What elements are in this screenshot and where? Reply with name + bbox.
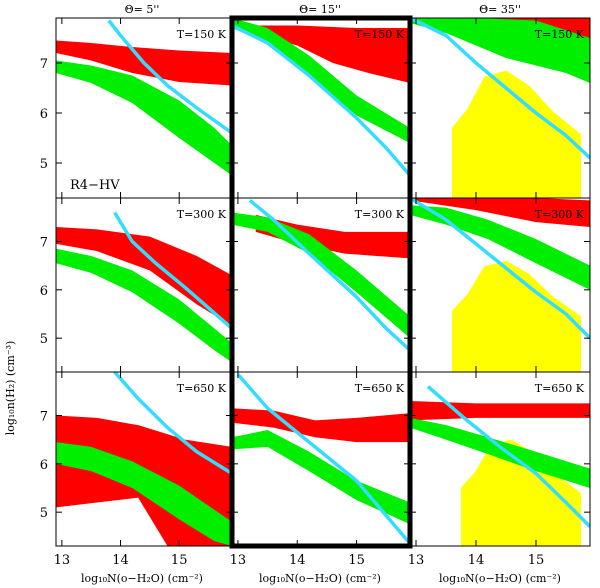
panel-3: T=150 K — [409, 17, 591, 199]
x-tick-label: 14 — [289, 553, 306, 568]
cyan-curve — [232, 23, 410, 177]
cyan-curve — [410, 18, 590, 160]
y-axis-label: log₁₀n(H₂) (cm⁻³) — [4, 341, 17, 436]
red-band — [410, 401, 590, 421]
red-band — [56, 227, 232, 327]
temperature-label: T=150 K — [535, 28, 585, 41]
panel-2: T=150 K — [231, 17, 411, 199]
y-tick-label: 5 — [40, 506, 48, 521]
cyan-curve — [107, 19, 232, 135]
x-tick-label: 14 — [112, 553, 129, 568]
y-tick-label: 7 — [40, 57, 48, 72]
cyan-curve — [236, 373, 410, 545]
panel-4: T=300 K 5 6 7 — [40, 197, 233, 373]
panel-9: T=650 K 13 14 15 — [408, 371, 591, 568]
green-band — [56, 248, 232, 363]
red-band — [249, 25, 410, 83]
temperature-label: T=650 K — [177, 382, 227, 395]
y-tick-label: 6 — [40, 107, 48, 122]
green-band — [56, 442, 232, 546]
column-title-1: Θ= 5'' — [125, 3, 160, 16]
temperature-label: T=650 K — [355, 382, 405, 395]
x-tick-label: 13 — [408, 553, 425, 568]
x-axis-label-1: log₁₀N(o−H₂O) (cm⁻²) — [81, 572, 203, 585]
x-tick-label: 14 — [468, 553, 485, 568]
red-band — [255, 214, 410, 259]
temperature-label: T=150 K — [177, 28, 227, 41]
green-band — [410, 18, 590, 83]
column-title-3: Θ= 35'' — [479, 3, 521, 16]
green-band — [56, 60, 232, 176]
x-tick-label: 13 — [230, 553, 247, 568]
green-band — [232, 212, 410, 339]
green-band — [410, 417, 590, 488]
y-tick-label: 5 — [40, 332, 48, 347]
source-label: R4−HV — [70, 178, 120, 193]
column-title-2: Θ= 15'' — [299, 3, 341, 16]
yellow-region — [461, 439, 581, 546]
yellow-region — [452, 260, 581, 372]
highlight-frame — [229, 15, 413, 549]
x-tick-label: 15 — [348, 553, 365, 568]
cyan-curve — [248, 199, 410, 352]
cyan-curve — [426, 385, 590, 528]
red-band — [410, 198, 590, 227]
cyan-curve — [410, 198, 590, 340]
y-tick-label: 7 — [40, 236, 48, 251]
temperature-label: T=150 K — [355, 28, 405, 41]
labels-layer: Θ= 5'' Θ= 15'' Θ= 35'' log₁₀N(o−H₂O) (cm… — [4, 3, 561, 585]
temperature-label: T=650 K — [535, 382, 585, 395]
y-tick-label: 6 — [40, 458, 48, 473]
temperature-label: T=300 K — [535, 208, 585, 221]
green-band — [232, 430, 410, 525]
x-tick-label: 13 — [54, 553, 71, 568]
cyan-curve — [113, 211, 232, 330]
x-axis-label-3: log₁₀N(o−H₂O) (cm⁻²) — [439, 572, 561, 585]
panel-1: T=150 K 5 6 7 — [40, 17, 233, 199]
x-tick-label: 15 — [528, 553, 545, 568]
panel-6: T=300 K — [409, 197, 591, 373]
panel-7: T=650 K 5 6 7 13 14 15 — [40, 371, 233, 568]
x-axis-label-2: log₁₀N(o−H₂O) (cm⁻²) — [259, 572, 381, 585]
temperature-label: T=300 K — [177, 208, 227, 221]
yellow-region — [452, 70, 581, 198]
y-tick-label: 7 — [40, 410, 48, 425]
cyan-curve — [113, 372, 232, 475]
panel-5: T=300 K — [231, 197, 411, 373]
y-tick-label: 5 — [40, 157, 48, 172]
panel-8: T=650 K 13 14 15 — [230, 371, 411, 568]
y-tick-label: 6 — [40, 284, 48, 299]
x-tick-label: 15 — [171, 553, 188, 568]
temperature-label: T=300 K — [355, 208, 405, 221]
